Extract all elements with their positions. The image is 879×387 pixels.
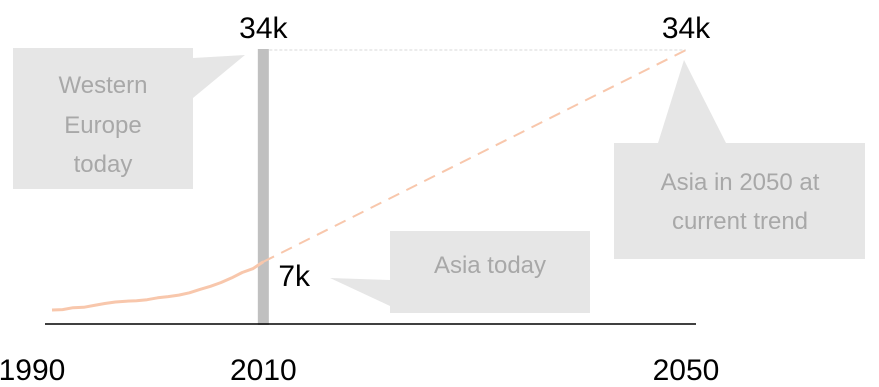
callout-asia-today: Asia today: [330, 231, 590, 313]
callout-asia-2050: Asia in 2050 at current trend: [614, 60, 865, 259]
callout-western-europe-box: [13, 48, 245, 189]
x-tick-label: 2010: [230, 354, 297, 387]
callout-asia-today-box: [330, 231, 590, 313]
series-line-historical: [51, 260, 265, 312]
callout-asia-2050-line-1: Asia in 2050 at: [661, 169, 820, 196]
callout-western-europe-line-2: Europe: [64, 112, 141, 139]
callout-western-europe: Western Europe today: [13, 48, 245, 189]
callout-asia-2050-line-2: current trend: [672, 208, 808, 235]
callout-asia-2050-box: [614, 60, 865, 259]
callout-western-europe-line-3: today: [74, 151, 133, 178]
value-label-asia-today: 7k: [278, 260, 311, 293]
value-label-western-europe: 34k: [239, 12, 288, 45]
callout-western-europe-line-1: Western: [59, 72, 148, 99]
callout-asia-today-label: Asia today: [434, 252, 546, 279]
x-tick-label: 1990: [0, 354, 65, 387]
x-tick-label: 2050: [653, 354, 720, 387]
value-label-asia-2050: 34k: [662, 12, 711, 45]
